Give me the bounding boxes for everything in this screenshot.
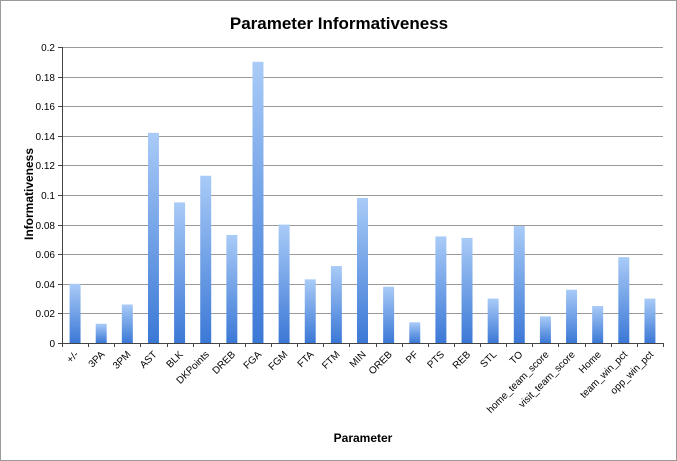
bar-AST <box>147 132 159 343</box>
chart-title: Parameter Informativeness <box>230 14 448 33</box>
x-tick-label: FTA <box>296 349 317 370</box>
y-tick-label: 0.16 <box>36 102 56 113</box>
x-tick-label: PF <box>404 349 421 366</box>
bar-OREB <box>383 286 395 343</box>
y-tick-label: 0.2 <box>41 43 55 54</box>
bar-DREB <box>226 234 238 343</box>
bar-Home <box>592 306 604 343</box>
x-tick-label: AST <box>138 349 160 371</box>
bar-opp_win_pct <box>644 298 656 343</box>
x-tick-label: MIN <box>348 349 369 370</box>
x-tick-label: REB <box>451 349 474 372</box>
y-tick-label: 0.02 <box>36 309 56 320</box>
y-tick-label: 0.12 <box>36 161 56 172</box>
bar-REB <box>461 237 473 343</box>
x-tick-label: STL <box>479 349 500 370</box>
bar-MIN <box>357 197 368 343</box>
y-tick-label: 0.1 <box>41 191 55 202</box>
bar-team_win_pct <box>618 257 630 343</box>
x-tick-label: FTM <box>320 349 342 371</box>
y-axis-title: Informativeness <box>22 148 36 240</box>
x-tick-label: PTS <box>425 349 447 371</box>
bar-FGM <box>278 224 290 343</box>
x-axis-title: Parameter <box>334 431 393 445</box>
y-tick-label: 0 <box>49 339 55 350</box>
y-tick-label: 0.08 <box>36 221 56 232</box>
x-tick-label: 3PM <box>111 349 133 371</box>
bar-FTA <box>304 279 316 343</box>
y-tick-label: 0.06 <box>36 250 56 261</box>
bar-PTS <box>435 236 447 343</box>
bar-PF <box>409 322 421 343</box>
x-tick-label: BLK <box>165 349 186 370</box>
bar-FTM <box>330 266 342 343</box>
x-tick-label: +/- <box>65 349 81 365</box>
x-tick-label: DREB <box>211 349 239 377</box>
bar-3PM <box>121 304 133 343</box>
y-axis: 0 0.02 0.04 0.06 0.08 0.1 0.12 0.14 0.16 0.18 0.2 <box>36 43 63 350</box>
bar-DKPoints <box>200 175 212 343</box>
bar-TO <box>513 226 525 343</box>
y-tick-label: 0.04 <box>36 280 56 291</box>
bar-3PA <box>95 323 107 343</box>
bar-FGA <box>252 61 264 344</box>
y-tick-label: 0.14 <box>36 132 56 143</box>
bar-home_team_score <box>539 316 551 343</box>
bar-visit_team_score <box>566 289 578 343</box>
bar-BLK <box>174 202 186 343</box>
x-tick-label: TO <box>508 349 526 367</box>
bar-STL <box>487 298 499 343</box>
x-tick-label: FGM <box>267 349 290 372</box>
x-tick-label: OREB <box>367 349 395 377</box>
bars <box>69 61 656 344</box>
y-tick-label: 0.18 <box>36 73 56 84</box>
bar-+/- <box>69 283 81 343</box>
x-tick-label: 3PA <box>87 349 108 370</box>
x-tick-label: FGA <box>242 349 265 372</box>
